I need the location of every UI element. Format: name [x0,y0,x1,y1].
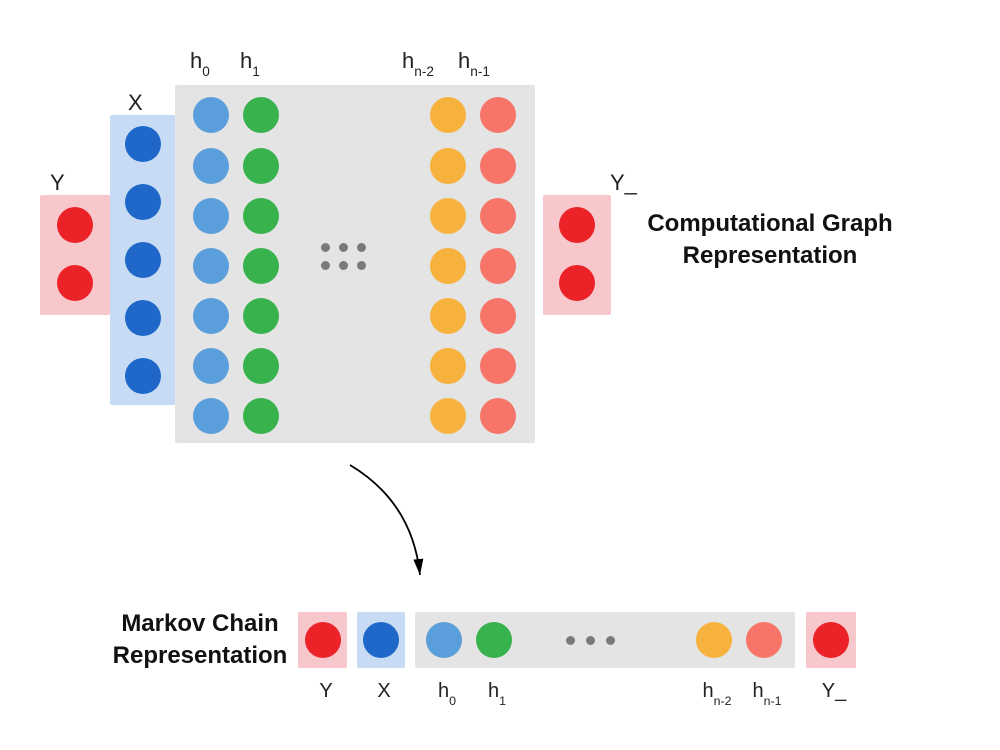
bottom-node-hn1 [746,622,782,658]
bottom-label-h1-text: h [488,680,499,702]
bottom-node-h0 [426,622,462,658]
bottom-label-hn1-subscript: n-1 [764,694,782,708]
bottom-ellipsis-2 [606,636,615,645]
bottom-ellipsis-0 [566,636,575,645]
bottom-label-hn1-text: h [752,680,763,702]
bottom-label-hn2: hn-2 [694,680,740,705]
bottom-ellipsis-1 [586,636,595,645]
bottom-label-h0: h0 [424,680,470,705]
bottom-label-h0-text: h [438,680,449,702]
bottom-node-Y_ [813,622,849,658]
bottom-label-Y: Y [303,680,349,703]
bottom-label-hn1: hn-1 [744,680,790,705]
bottom-node-Y [305,622,341,658]
bottom-label-h1: h1 [474,680,520,705]
bottom-label-hn2-subscript: n-2 [714,694,732,708]
bottom-label-Y_: Y_ [811,680,857,703]
bottom-label-hn2-text: h [702,680,713,702]
bottom-node-X [363,622,399,658]
bottom-node-hn2 [696,622,732,658]
bottom-label-X: X [361,680,407,703]
bottom-label-h0-subscript: 0 [449,694,456,708]
bottom-label-h1-subscript: 1 [499,694,506,708]
bottom-node-h1 [476,622,512,658]
